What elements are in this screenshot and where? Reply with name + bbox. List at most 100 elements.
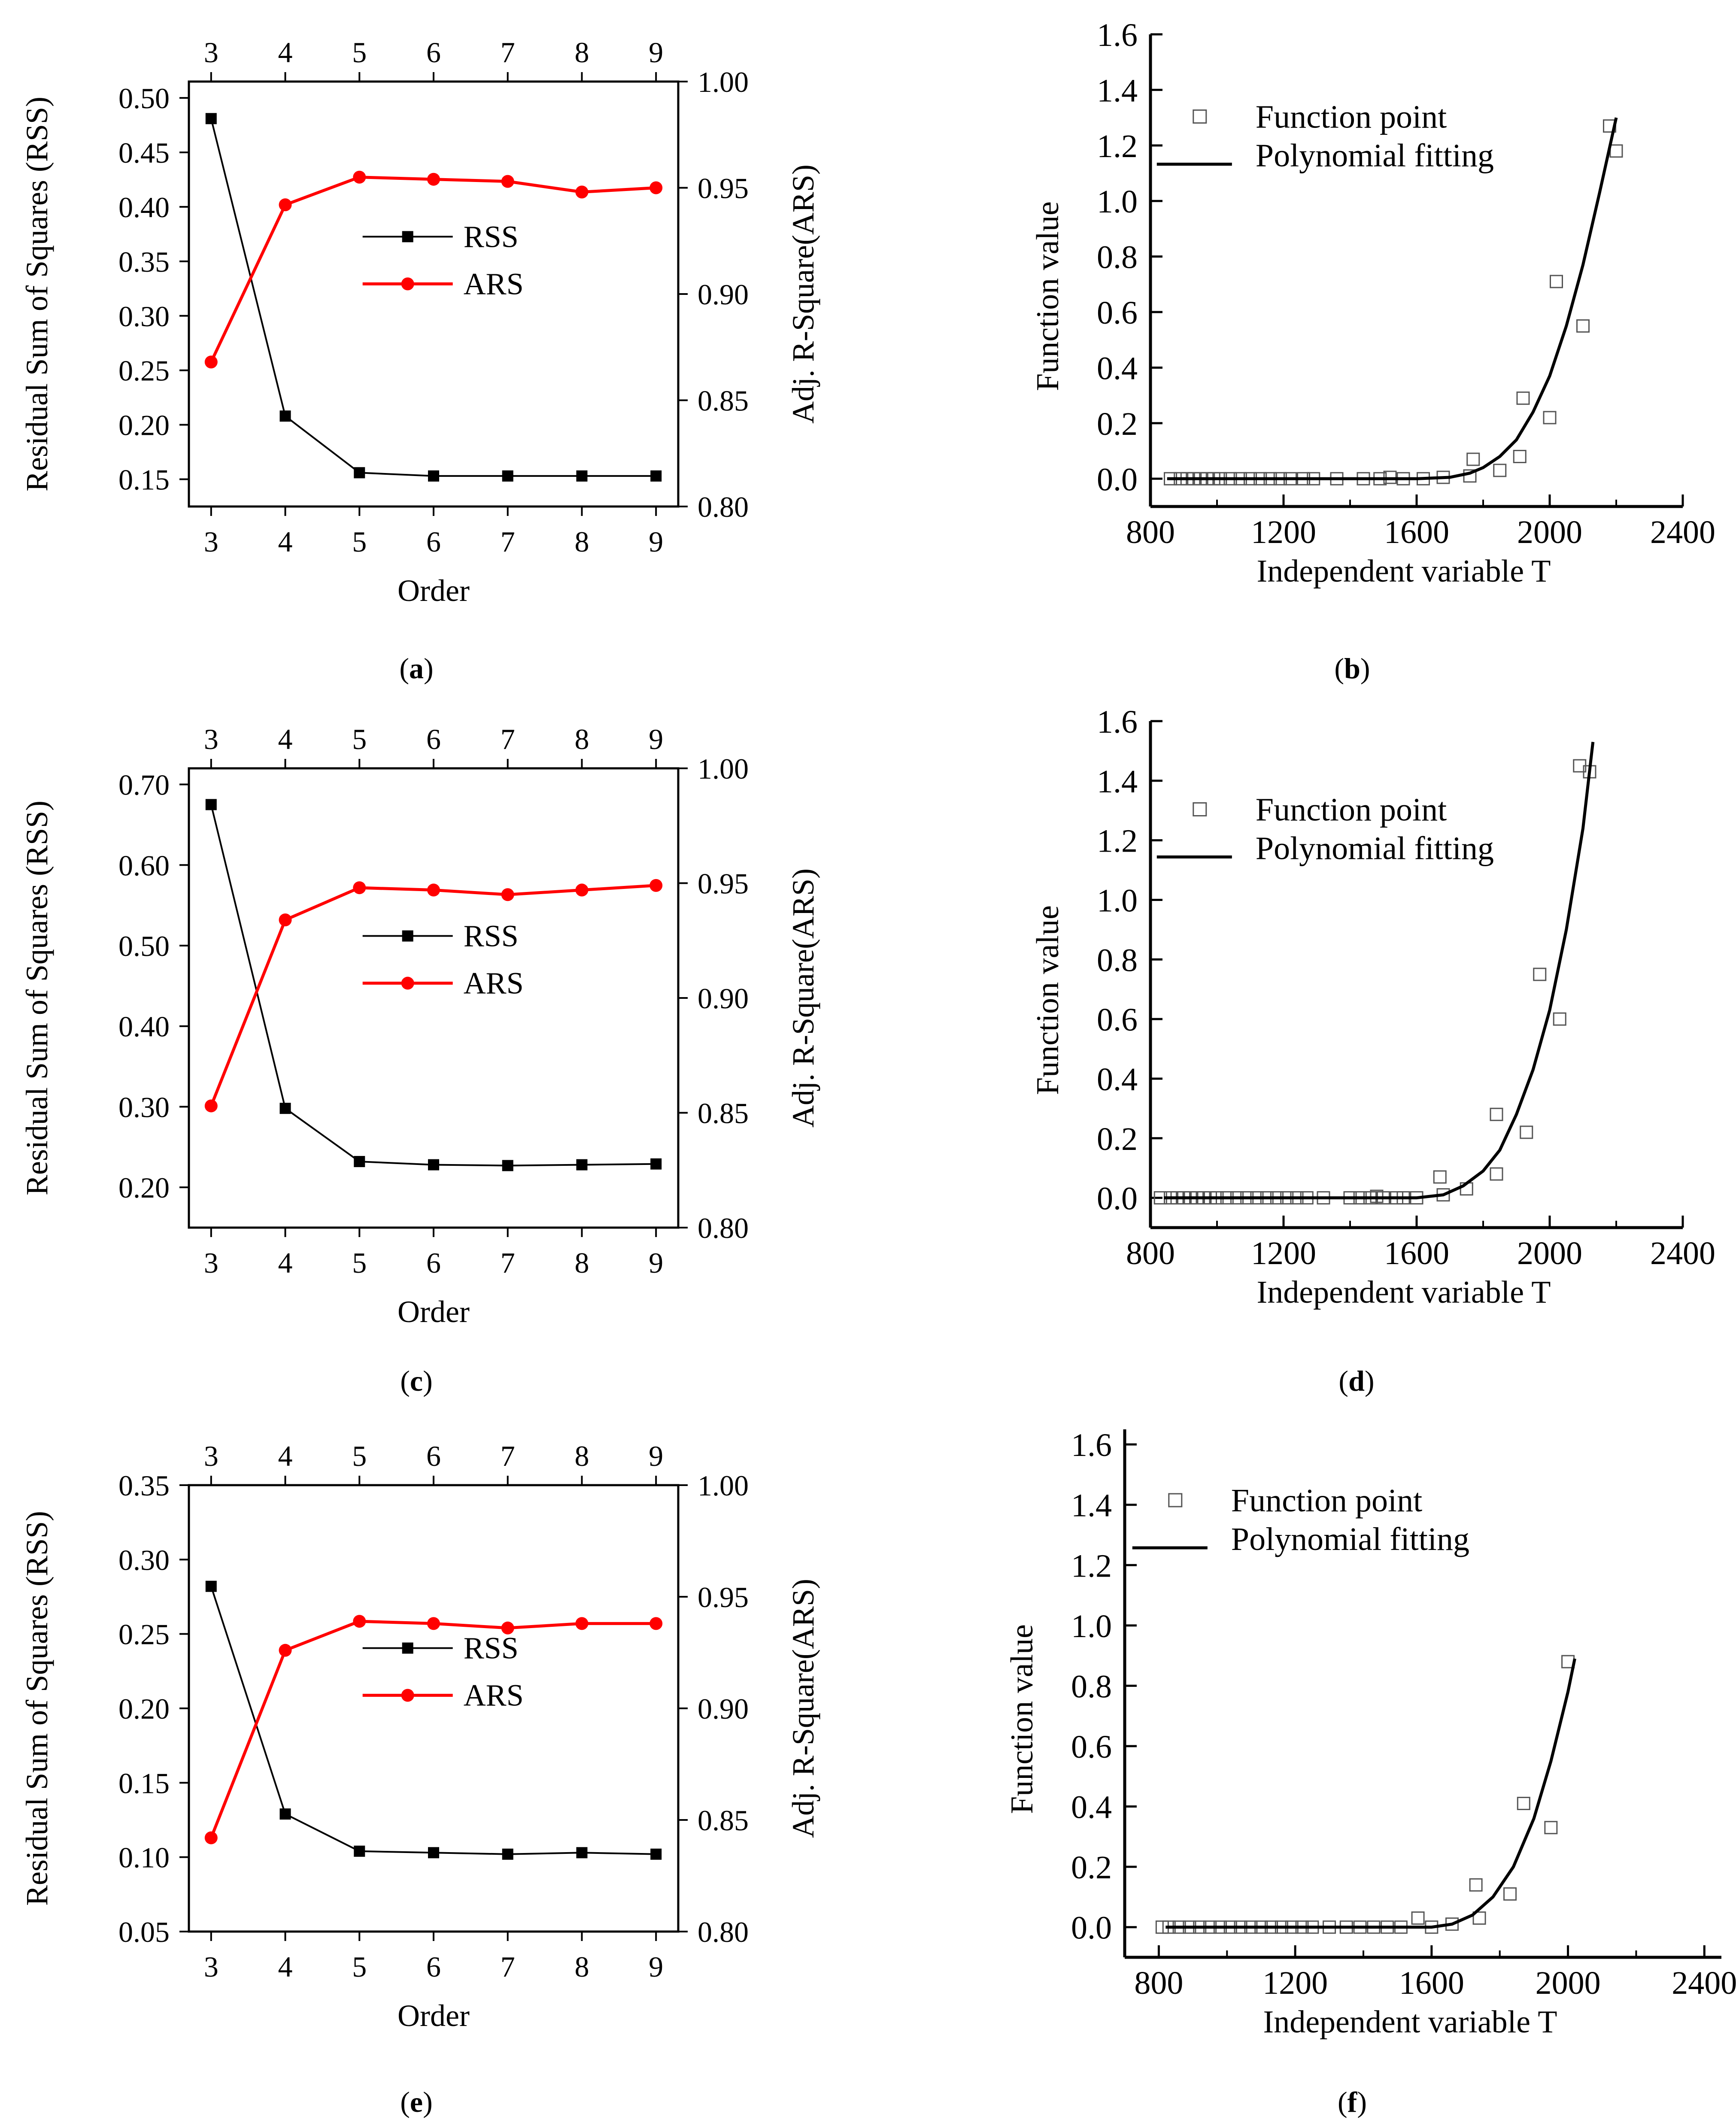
y-tick-label: 1.2 [1097,128,1138,164]
data-point-ars [575,185,589,199]
y-axis-title: Function value [1030,905,1065,1095]
legend-marker [401,1689,414,1702]
y2-tick-label: 0.80 [698,1916,749,1948]
y-tick-label: 0.2 [1071,1850,1112,1886]
data-point-ars [279,913,292,927]
y2-tick-label: 0.85 [698,1804,749,1837]
y-tick-label: 0.20 [118,409,170,442]
function-point [1503,1887,1517,1901]
legend-label: ARS [464,267,524,301]
x-tick-label: 9 [649,1950,663,1983]
data-point-rss [576,1847,588,1859]
x-top-tick-label: 6 [426,36,441,69]
panel-caption: (d) [1338,1365,1374,1397]
y-tick-label: 1.6 [1071,1427,1112,1463]
data-point-ars [204,1831,218,1844]
data-point-ars [501,175,514,188]
x-top-tick-label: 7 [501,723,515,755]
y-axis-title: Residual Sum of Squares (RSS) [20,1511,54,1906]
y2-tick-label: 0.95 [698,172,749,205]
x-tick-label: 1600 [1384,514,1449,550]
y-tick-label: 0.2 [1097,406,1138,442]
x-tick-label: 7 [501,1950,515,1983]
legend-label: ARS [464,966,524,1001]
x-top-tick-label: 6 [426,1440,441,1472]
legend-marker [401,977,414,990]
x-tick-label: 7 [501,525,515,558]
chart-panel-f: 800 1200 1600 2000 2400 0.0 0.2 0.4 0.6 0.8 1.0 1.2… [1005,1427,1736,2118]
y-tick-label: 0.0 [1097,1181,1138,1217]
y2-tick-label: 1.00 [698,1469,749,1502]
x-top-tick-label: 8 [574,1440,589,1472]
y-tick-label: 0.6 [1071,1729,1112,1765]
y-tick-label: 1.4 [1097,764,1138,800]
data-point-ars [279,198,292,212]
y-tick-label: 1.0 [1097,883,1138,919]
y-axis-title: Function value [1030,201,1065,391]
y2-tick-label: 0.80 [698,491,749,523]
y-tick-label: 1.6 [1097,704,1138,740]
data-point-rss [576,470,588,482]
y-tick-label: 0.0 [1097,461,1138,497]
x-top-tick-label: 3 [204,723,219,755]
x-tick-label: 5 [352,525,367,558]
x-top-tick-label: 3 [204,1440,219,1472]
legend-label: RSS [464,1631,519,1665]
function-point [1543,411,1557,425]
plot-frame [188,80,680,508]
x-top-tick-label: 5 [352,1440,367,1472]
data-point-ars [427,173,440,186]
data-point-ars [353,170,366,184]
x-tick-label: 2400 [1650,1235,1715,1271]
y-tick-label: 0.25 [118,355,170,387]
data-point-rss [650,470,662,482]
data-point-ars [649,879,663,892]
y-axis-title: Function value [1005,1624,1040,1814]
y2-axis-title: Adj. R-Square(ARS) [786,164,820,424]
x-tick-label: 3 [204,525,219,558]
x-tick-label: 5 [352,1950,367,1983]
series-line-ars [209,884,656,1107]
y-tick-label: 0.10 [118,1841,170,1874]
y-tick-label: 0.30 [118,1544,170,1576]
legend-marker [402,231,413,243]
function-point [1493,464,1507,477]
data-point-ars [353,881,366,895]
chart-panel-d: 800 1200 1600 2000 2400 0.0 0.2 0.4 0.6 0.8 1.0 1.2… [1030,704,1715,1397]
y-tick-label: 1.4 [1071,1488,1112,1524]
y-tick-label: 1.6 [1097,17,1138,53]
x-axis-title: Independent variable T [1257,554,1551,589]
function-point [1553,1012,1566,1026]
legend-marker [1193,109,1207,124]
function-point [1433,1170,1447,1184]
data-point-rss [205,113,217,124]
data-point-rss [354,1845,365,1857]
x-tick-label: 800 [1126,1235,1175,1271]
x-axis-title: Order [398,573,470,608]
fit-curve [1164,742,1595,1200]
legend-marker [401,277,414,291]
legend-label: ARS [464,1678,524,1713]
x-top-tick-label: 6 [426,723,441,755]
data-point-ars [501,1621,514,1635]
data-point-ars [427,1617,440,1630]
fit-curve [1167,117,1618,480]
x-tick-label: 1600 [1399,1965,1464,2001]
panel-caption: (e) [400,2086,433,2118]
legend-label: Function point [1231,1483,1422,1519]
x-tick-label: 1200 [1263,1965,1328,2001]
chart-panel-e: 3 3 4 4 5 5 6 6 7 7 8 8 9 9 0.05 0.10 0.15 0.20 0.25 0.30 0.… [20,1440,820,2118]
x-top-tick-label: 4 [278,723,293,755]
x-tick-label: 8 [574,1950,589,1983]
x-tick-label: 4 [278,1950,293,1983]
x-tick-label: 5 [352,1246,367,1279]
y2-tick-label: 0.90 [698,278,749,311]
function-point [1490,1107,1503,1121]
legend-label: Polynomial fitting [1256,831,1494,867]
y-tick-label: 0.45 [118,136,170,169]
function-point [1609,144,1623,158]
x-tick-label: 800 [1126,514,1175,550]
data-point-rss [650,1158,662,1170]
y-tick-label: 1.2 [1071,1548,1112,1584]
x-tick-label: 4 [278,1246,293,1279]
